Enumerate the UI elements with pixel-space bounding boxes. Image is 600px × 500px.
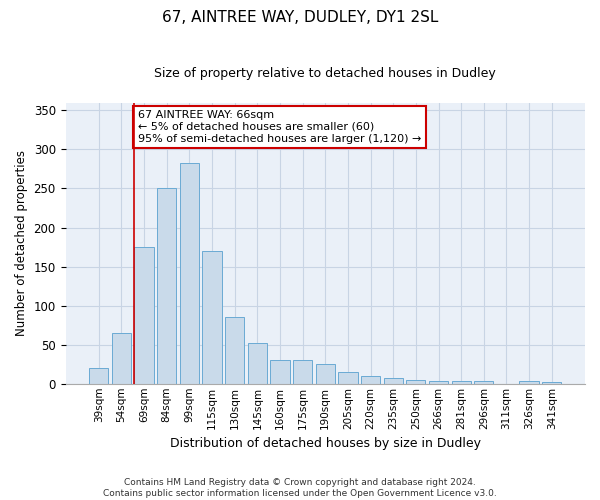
Bar — [157, 188, 176, 384]
Bar — [429, 380, 448, 384]
Bar — [542, 382, 562, 384]
Bar — [202, 251, 221, 384]
Title: Size of property relative to detached houses in Dudley: Size of property relative to detached ho… — [154, 68, 496, 80]
Bar — [293, 360, 312, 384]
Y-axis label: Number of detached properties: Number of detached properties — [15, 150, 28, 336]
Bar — [112, 333, 131, 384]
Bar — [248, 343, 267, 384]
Bar — [520, 382, 539, 384]
Bar — [316, 364, 335, 384]
Text: 67 AINTREE WAY: 66sqm
← 5% of detached houses are smaller (60)
95% of semi-detac: 67 AINTREE WAY: 66sqm ← 5% of detached h… — [138, 110, 421, 144]
Bar — [474, 382, 493, 384]
Bar — [361, 376, 380, 384]
X-axis label: Distribution of detached houses by size in Dudley: Distribution of detached houses by size … — [170, 437, 481, 450]
Bar — [271, 360, 290, 384]
Bar — [225, 318, 244, 384]
Bar — [134, 247, 154, 384]
Bar — [406, 380, 425, 384]
Bar — [338, 372, 358, 384]
Bar — [89, 368, 109, 384]
Text: 67, AINTREE WAY, DUDLEY, DY1 2SL: 67, AINTREE WAY, DUDLEY, DY1 2SL — [162, 10, 438, 25]
Bar — [383, 378, 403, 384]
Text: Contains HM Land Registry data © Crown copyright and database right 2024.
Contai: Contains HM Land Registry data © Crown c… — [103, 478, 497, 498]
Bar — [180, 162, 199, 384]
Bar — [452, 380, 471, 384]
